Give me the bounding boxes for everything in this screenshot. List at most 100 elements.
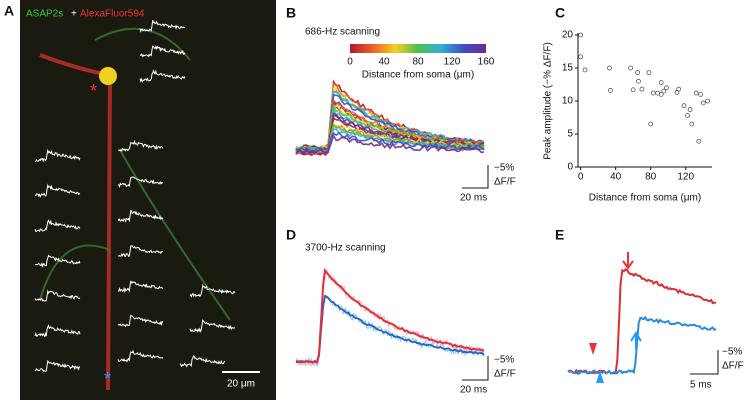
- scale-y: ΔF/F: [722, 361, 744, 372]
- cell-trace: [117, 245, 164, 257]
- point: [658, 92, 664, 97]
- trace: [295, 131, 485, 152]
- x-tick-label: 120: [677, 172, 694, 183]
- soma: [99, 67, 117, 85]
- cell-trace: [34, 359, 81, 373]
- trace: [295, 128, 485, 153]
- colorbar-tick-label: 0: [347, 57, 353, 68]
- arrow-blue: [630, 331, 642, 350]
- colorbar: [350, 44, 486, 53]
- point: [693, 90, 699, 96]
- scale-y: −5%: [494, 163, 514, 174]
- cell-trace: [117, 139, 164, 152]
- point: [700, 100, 706, 106]
- x-tick-label: 80: [645, 172, 657, 183]
- scale-y: ΔF/F: [494, 369, 516, 380]
- micrograph: [20, 0, 276, 400]
- cell-trace: [34, 183, 81, 198]
- trace: [295, 267, 485, 364]
- cell-trace: [34, 289, 81, 302]
- arrowhead-blue: [596, 371, 604, 383]
- cell-trace: [189, 318, 236, 333]
- cell-trace: [139, 69, 186, 83]
- scale-x: 20 ms: [460, 385, 487, 396]
- scale-bar: [462, 165, 489, 189]
- cell-trace: [34, 148, 81, 163]
- cell-trace: [34, 324, 81, 338]
- scale-bar-label: 20 μm: [227, 379, 255, 390]
- panel-label: A: [4, 3, 14, 19]
- point: [630, 87, 636, 93]
- cell-trace: [117, 209, 164, 223]
- arrowhead-red: [589, 343, 597, 355]
- trace: [295, 294, 485, 364]
- cell-trace: [139, 20, 186, 33]
- cell-trace: [34, 254, 81, 269]
- panel-label: D: [286, 227, 296, 243]
- cell-trace: [139, 44, 186, 58]
- point: [696, 138, 702, 144]
- colorbar-tick-label: 120: [444, 57, 461, 68]
- panel-label: E: [555, 227, 564, 243]
- point: [664, 85, 669, 91]
- point: [676, 86, 682, 92]
- scale-bar: [690, 350, 719, 375]
- point: [650, 90, 656, 96]
- point: [661, 88, 667, 94]
- scale-y: −5%: [494, 355, 514, 366]
- y-tick-label: 10: [562, 96, 574, 107]
- cell-trace: [34, 219, 81, 233]
- x-tick-label: 0: [578, 172, 584, 183]
- cell-trace: [117, 280, 164, 294]
- point: [607, 65, 612, 71]
- point: [658, 80, 664, 85]
- point: [628, 65, 633, 71]
- point: [636, 78, 641, 84]
- colorbar-tick-label: 80: [412, 57, 424, 68]
- point: [635, 70, 640, 76]
- cell-trace: [117, 176, 163, 188]
- cell-trace: [117, 349, 164, 363]
- marker-red: *: [90, 81, 97, 101]
- marker-blue: *: [104, 369, 111, 389]
- point: [689, 121, 695, 127]
- scale-x: 20 ms: [460, 193, 487, 204]
- point: [705, 98, 711, 104]
- legend-plus: +: [71, 9, 77, 20]
- point: [681, 103, 687, 109]
- panel-title: 686-Hz scanning: [305, 27, 380, 38]
- trace-blue: [567, 315, 717, 375]
- panel-title: 3700-Hz scanning: [305, 243, 386, 254]
- point: [608, 88, 613, 93]
- y-tick-label: 15: [562, 63, 574, 74]
- colorbar-tick-label: 40: [378, 57, 390, 68]
- point: [646, 70, 652, 76]
- x-tick-label: 40: [610, 172, 622, 183]
- trace: [295, 122, 485, 152]
- point: [648, 121, 654, 127]
- trace: [295, 133, 485, 156]
- point: [578, 54, 584, 60]
- point: [578, 32, 584, 38]
- arrow-red: [622, 252, 634, 270]
- point: [582, 67, 588, 73]
- y-axis-label: Peak amplitude (−% ΔF/F): [543, 42, 554, 160]
- cell-trace: [179, 355, 226, 368]
- cell-trace: [117, 314, 164, 328]
- trace: [295, 295, 485, 367]
- legend-red: AlexaFluor594: [80, 9, 145, 20]
- scale-x: 5 ms: [690, 380, 712, 391]
- cell-trace: [189, 283, 236, 298]
- point: [698, 92, 704, 97]
- point: [687, 107, 693, 112]
- x-axis-label: Distance from soma (μm): [589, 193, 701, 204]
- y-tick-label: 0: [567, 162, 573, 173]
- scale-y: −5%: [722, 347, 742, 358]
- y-tick-label: 20: [562, 30, 574, 41]
- colorbar-label: Distance from soma (μm): [362, 70, 474, 81]
- legend-green: ASAP2s: [26, 9, 63, 20]
- point: [639, 86, 645, 92]
- scale-y: ΔF/F: [494, 177, 516, 188]
- point: [685, 113, 690, 118]
